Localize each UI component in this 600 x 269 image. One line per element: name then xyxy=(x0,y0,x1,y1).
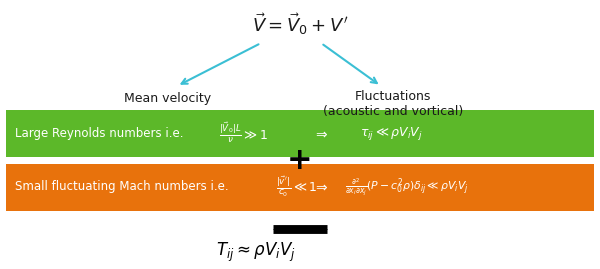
Text: +: + xyxy=(287,146,313,175)
Text: $\frac{|\vec{v}'|}{c_0} \ll 1$: $\frac{|\vec{v}'|}{c_0} \ll 1$ xyxy=(276,175,317,199)
Text: $\frac{\partial^2}{\partial x_i \partial x_j}(P - c_0^2\rho)\delta_{ij} \ll \rho: $\frac{\partial^2}{\partial x_i \partial… xyxy=(345,176,469,198)
Bar xyxy=(6,164,594,211)
Text: Fluctuations
(acoustic and vortical): Fluctuations (acoustic and vortical) xyxy=(323,90,463,118)
Text: $\vec{V} = \vec{V}_0 + V'$: $\vec{V} = \vec{V}_0 + V'$ xyxy=(252,11,348,37)
Text: Small fluctuating Mach numbers i.e.: Small fluctuating Mach numbers i.e. xyxy=(15,180,229,193)
Text: $T_{ij} \approx \rho V_i V_j$: $T_{ij} \approx \rho V_i V_j$ xyxy=(216,241,296,264)
Text: $\Rightarrow$: $\Rightarrow$ xyxy=(313,180,329,194)
Text: Mean velocity: Mean velocity xyxy=(124,92,212,105)
Text: $\tau_{ij} \ll \rho V_i V_j$: $\tau_{ij} \ll \rho V_i V_j$ xyxy=(360,125,423,142)
Text: $\Rightarrow$: $\Rightarrow$ xyxy=(313,126,329,140)
Text: $\frac{|\vec{V}_0|L}{\nu} \gg 1$: $\frac{|\vec{V}_0|L}{\nu} \gg 1$ xyxy=(219,121,268,145)
Bar xyxy=(6,110,594,157)
Text: Large Reynolds numbers i.e.: Large Reynolds numbers i.e. xyxy=(15,127,184,140)
